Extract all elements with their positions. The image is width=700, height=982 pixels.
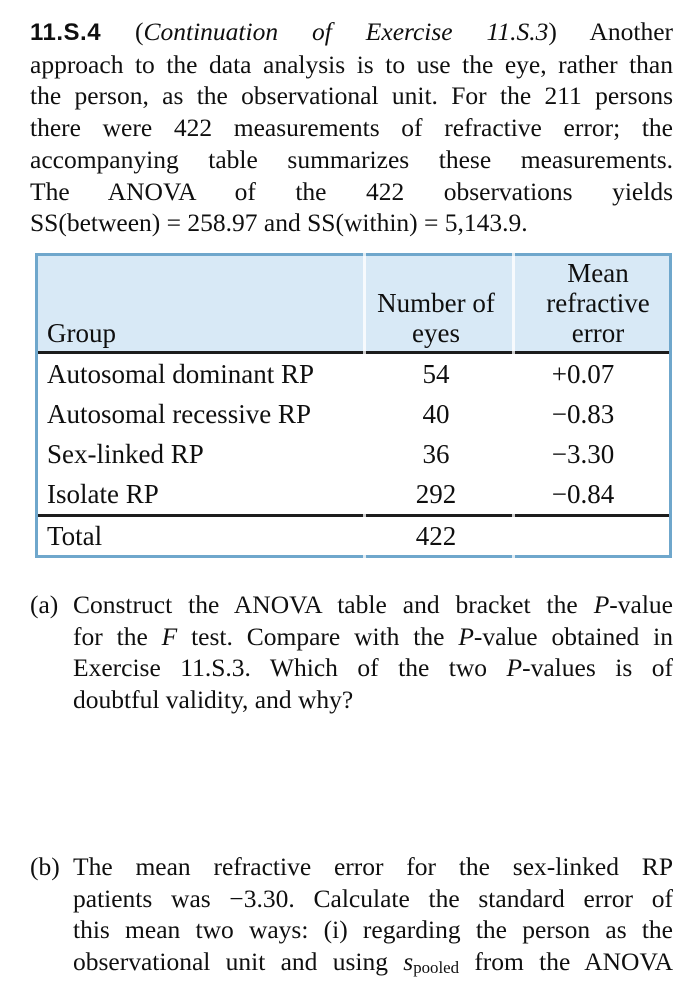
text-segment: from the ANOVA [459,946,673,976]
text-segment: for the [73,621,162,651]
table-header-text: Group [47,318,116,348]
text-line: Exercise 11.S.3. Which of the two P-valu… [73,652,673,684]
text-segment: P [506,653,523,683]
text-segment: the person, as the observational unit. F… [30,81,673,111]
text-line: patients was −3.30. Calculate the standa… [73,883,673,915]
text-segment: The mean refractive error for the sex-li… [73,851,673,881]
text-line: doubtful validity, and why? [73,684,673,716]
table-rule-below-header [38,351,669,354]
column-separator [512,253,515,558]
part-a-text: Construct the ANOVA table and bracket th… [73,589,673,716]
text-line: observational unit and using spooled fro… [73,946,673,981]
table-header-mean-refractive-error: Mean refractive error [509,258,669,348]
text-line: 11.S.4 (Continuation of Exercise 11.S.3)… [30,16,673,49]
text-line: SS(between) = 258.97 and SS(within) = 5,… [30,207,673,239]
exercise-intro-paragraph: 11.S.4 (Continuation of Exercise 11.S.3)… [30,16,673,239]
table-cell: −3.30 [551,438,615,469]
text-segment: s [403,946,414,976]
table-row: Autosomal dominant RP 54 +0.07 [38,354,669,394]
part-a: (a) Construct the ANOVA table and bracke… [30,589,673,716]
table-cell: −0.83 [551,398,615,429]
text-segment: -value [609,590,673,619]
text-line: approach to the data analysis is to use … [30,49,673,81]
table-cell: Autosomal recessive RP [47,398,311,429]
table-cell: Isolate RP [47,478,159,509]
table-cell: 54 [422,358,450,389]
table-cell: Total [47,520,103,551]
text-segment: test. Compare with the [177,621,459,651]
text-line: for the F test. Compare with the P-value… [73,621,673,653]
text-segment: The ANOVA of the 422 observations yields [30,176,673,206]
text-segment: ( [101,17,144,46]
text-segment: Construct the ANOVA table and bracket th… [73,590,594,619]
text-line: The ANOVA of the 422 observations yields [30,176,673,208]
text-segment: pooled [413,957,460,977]
table-header-group: Group [38,318,363,348]
text-segment: Continuation of Exercise 11.S.3 [143,17,549,46]
text-segment: F [161,621,178,651]
part-label: (a) [30,590,59,619]
text-segment: there were 422 measurements of refractiv… [30,113,673,143]
table-header-text: Mean [567,258,629,288]
text-line: Construct the ANOVA table and bracket th… [73,589,673,621]
text-segment: -values is of [522,653,674,683]
text-segment: approach to the data analysis is to use … [30,49,673,79]
table-total-row: Total 422 [38,517,669,555]
table-cell: −0.84 [551,478,615,509]
table-cell: 422 [415,520,457,551]
text-line: this mean two ways: (i) regarding the pe… [73,914,673,946]
text-segment: Exercise 11.S.3. Which of the two [73,653,507,683]
table-cell: Autosomal dominant RP [47,358,315,389]
table-header-row: Group Number of eyes Mean refractive err… [38,256,669,351]
text-segment: ) Another [548,17,673,46]
text-line: accompanying table summarizes these meas… [30,144,673,176]
part-b: (b) The mean refractive error for the se… [30,851,673,982]
text-segment: patients was −3.30. Calculate the standa… [73,883,673,913]
text-segment: this mean two ways: (i) regarding the pe… [73,915,673,945]
table-cell: 292 [415,478,457,509]
column-separator [363,253,366,558]
table-cell: +0.07 [551,358,615,389]
table-header-text: eyes [412,318,460,348]
text-segment: P [593,590,610,619]
table-row: Isolate RP 292 −0.84 [38,474,669,514]
table-cell: 36 [422,438,450,469]
text-segment: -value obtained in [473,621,674,651]
part-b-text: The mean refractive error for the sex-li… [73,851,673,982]
table-header-number-of-eyes: Number of eyes [363,288,509,348]
text-line: the person, as the observational unit. F… [30,80,673,112]
text-line: there were 422 measurements of refractiv… [30,112,673,144]
table-cell: Sex-linked RP [47,438,204,469]
table-header-text: Number of [377,288,495,318]
text-segment: SS(between) = 258.97 and SS(within) = 5,… [30,208,528,238]
table-rule-above-total [38,514,669,517]
table-body: Autosomal dominant RP 54 +0.07 Autosomal re… [38,354,669,514]
text-segment: observational unit and using [73,946,404,976]
refractive-error-table: Group Number of eyes Mean refractive err… [35,253,672,558]
table-row: Sex-linked RP 36 −3.30 [38,434,669,474]
text-segment: accompanying table summarizes these meas… [30,144,673,174]
text-segment: P [458,621,474,651]
text-segment: doubtful validity, and why? [73,685,354,715]
text-line: The mean refractive error for the sex-li… [73,851,673,883]
table-cell: 40 [422,398,450,429]
table-header-text: refractive [546,288,650,318]
table-row: Autosomal recessive RP 40 −0.83 [38,394,669,434]
table-header-text: error [571,318,625,348]
text-segment: 11.S.4 [30,19,102,46]
part-label: (b) [30,851,60,881]
